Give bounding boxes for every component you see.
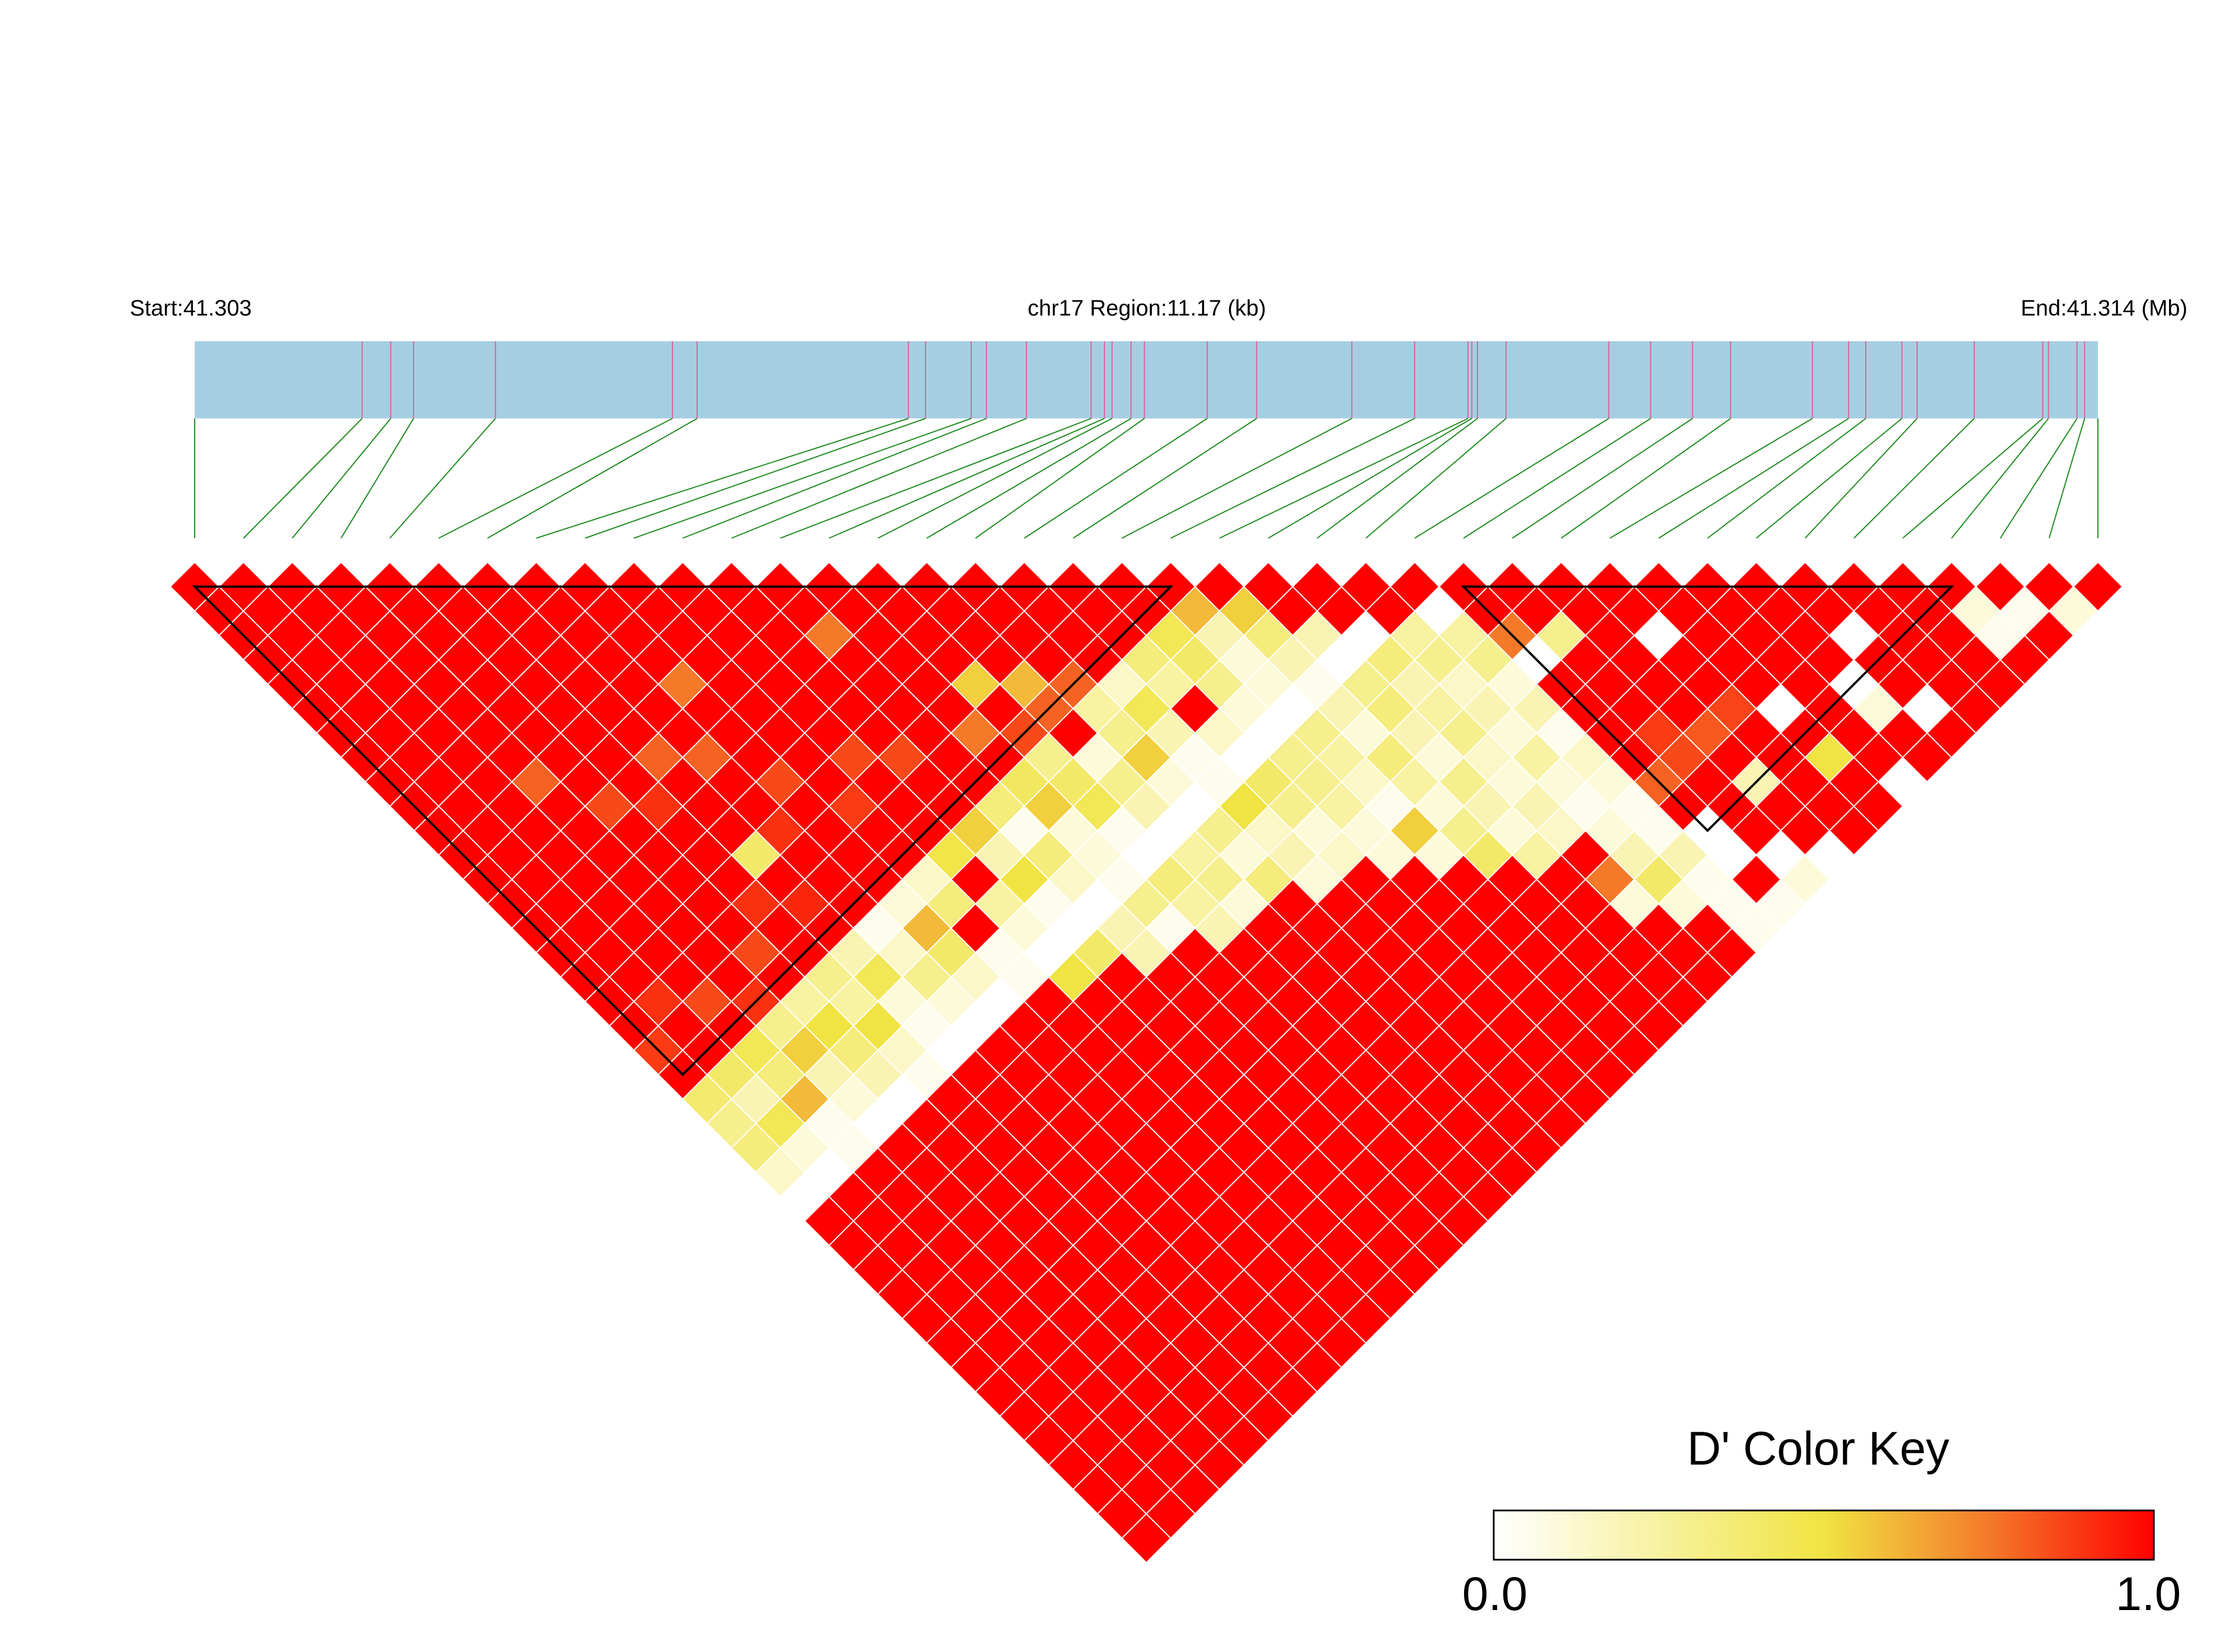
snp-connector	[1463, 418, 1651, 539]
snp-connector	[487, 418, 698, 539]
snp-connector	[877, 418, 1113, 539]
snp-connector	[1024, 418, 1208, 539]
snp-connector	[1512, 418, 1693, 539]
color-key-gradient	[1493, 1509, 2155, 1561]
ld-block-outline	[1461, 585, 1955, 832]
snp-connector	[1804, 418, 1918, 539]
snp-connector	[585, 418, 926, 539]
snp-connector	[829, 418, 1105, 539]
snp-connector	[1414, 418, 1610, 539]
gene-bar	[195, 341, 2098, 418]
color-key: D' Color Key 0.0 1.0	[1462, 1422, 2181, 1620]
snp-connector	[731, 418, 1027, 539]
snp-connector	[682, 418, 987, 539]
snp-connector	[1707, 418, 1866, 539]
snp-connector	[1365, 418, 1507, 539]
color-key-title: D' Color Key	[1687, 1422, 1950, 1475]
snp-connector	[340, 418, 415, 539]
snp-connector	[389, 418, 496, 539]
snp-ticks	[361, 341, 2086, 418]
snp-connector	[1853, 418, 1975, 539]
ld-block-outlines	[192, 585, 1955, 1076]
snp-connectors	[194, 418, 2098, 539]
snp-connector	[780, 418, 1091, 539]
snp-connector	[438, 418, 673, 539]
snp-connector	[975, 418, 1145, 539]
snp-connector	[1756, 418, 1903, 539]
start-label: Start:41.303	[130, 296, 252, 321]
snp-connector	[536, 418, 909, 539]
snp-connector	[1658, 418, 1849, 539]
snp-connector	[1121, 418, 1352, 539]
snp-connector	[1072, 418, 1257, 539]
snp-connector	[633, 418, 972, 539]
ld-cells	[169, 561, 2124, 1564]
snp-connector	[243, 418, 363, 539]
snp-connector	[291, 418, 392, 539]
snp-connector	[1999, 418, 2078, 539]
snp-connector	[1902, 418, 2043, 539]
snp-connector	[1560, 418, 1731, 539]
snp-connector	[1268, 418, 1472, 539]
snp-connector	[2048, 418, 2086, 539]
ld-cell	[2072, 561, 2124, 612]
ld-block-outline	[192, 585, 1174, 1076]
snp-connector	[1170, 418, 1415, 539]
color-key-min-label: 0.0	[1462, 1568, 1528, 1620]
snp-connector	[1316, 418, 1478, 539]
snp-connector	[1951, 418, 2049, 539]
end-label: End:41.314 (Mb)	[2021, 296, 2187, 321]
color-key-max-label: 1.0	[2116, 1568, 2181, 1620]
region-label: chr17 Region:11.17 (kb)	[1028, 296, 1266, 321]
snp-connector	[926, 418, 1132, 539]
snp-connector	[1610, 418, 1813, 539]
snp-connector	[1219, 418, 1469, 539]
